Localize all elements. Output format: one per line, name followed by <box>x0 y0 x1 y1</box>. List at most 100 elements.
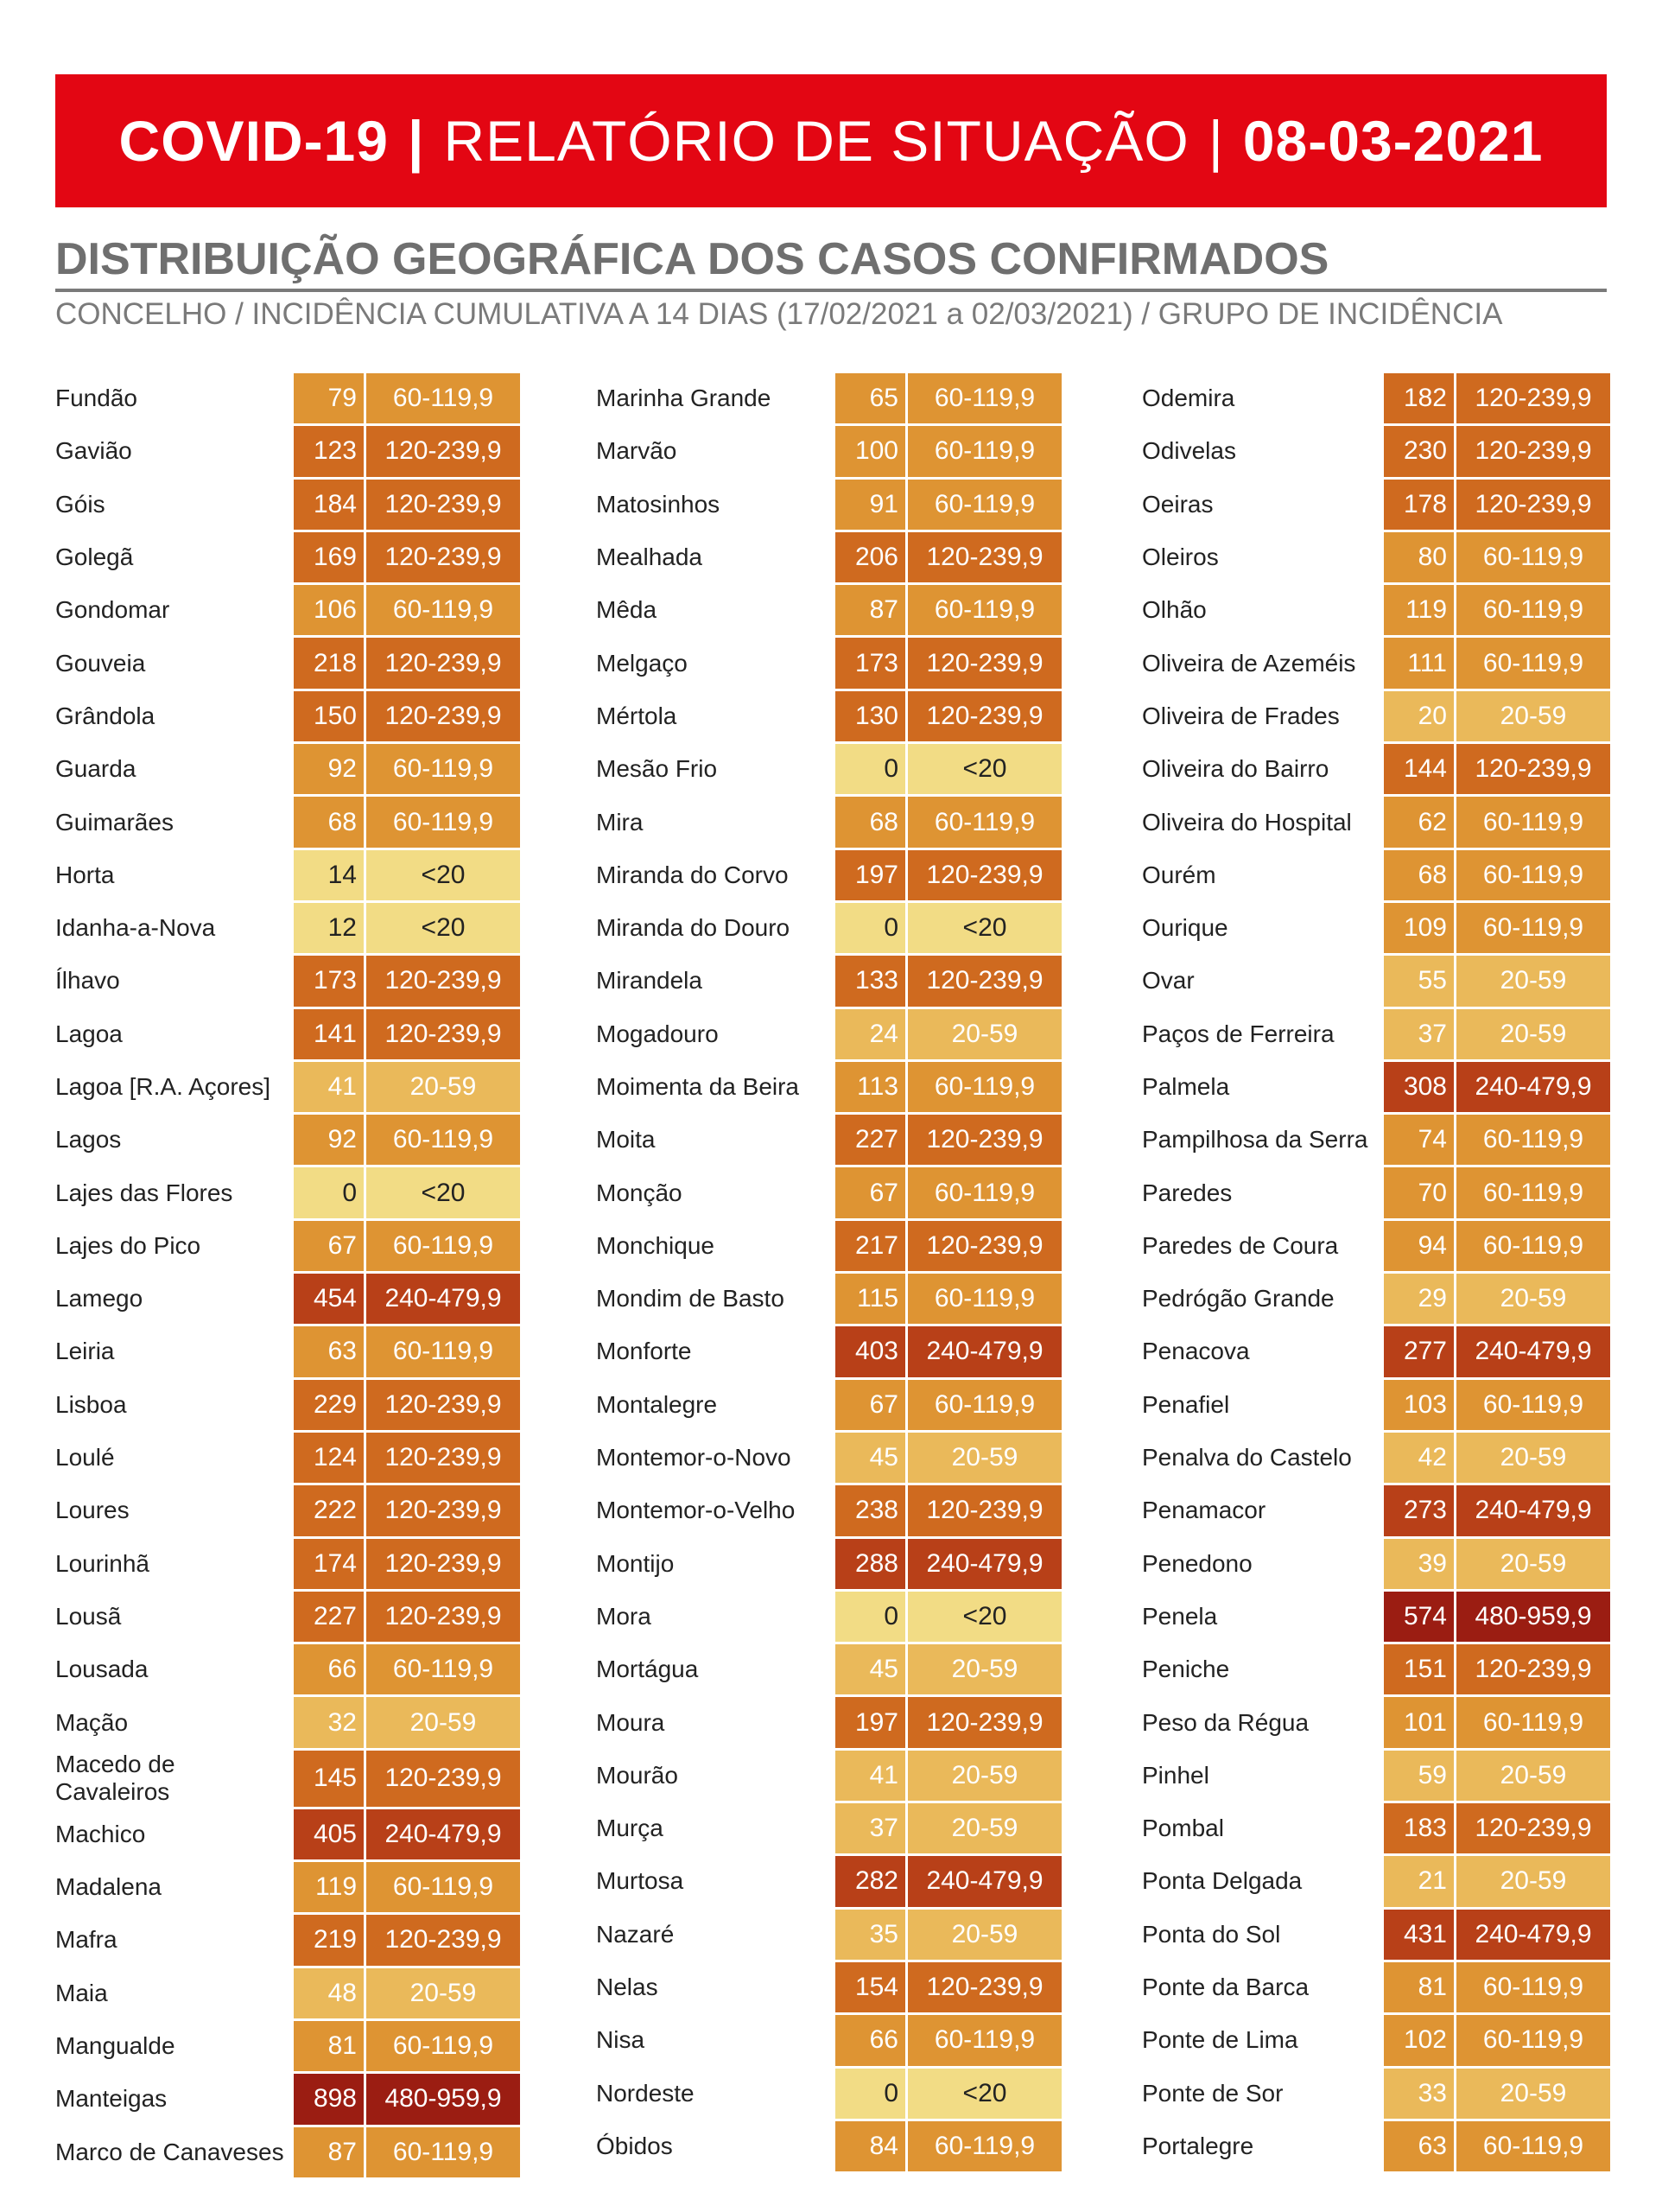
incidence-value: 115 <box>835 1274 908 1325</box>
municipality-name: Matosinhos <box>596 490 720 518</box>
incidence-value: 119 <box>1384 585 1456 636</box>
incidence-value: 124 <box>294 1432 366 1484</box>
incidence-group: 60-119,9 <box>908 2120 1062 2172</box>
municipality-name: Mêda <box>596 596 657 624</box>
table-row: Penalva do Castelo 42 20-59 <box>1142 1432 1610 1486</box>
municipality-name: Ourique <box>1142 914 1228 942</box>
incidence-value: 67 <box>294 1220 366 1272</box>
municipality-name: Machico <box>55 1820 146 1847</box>
incidence-value: 133 <box>835 956 908 1007</box>
incidence-group: 120-239,9 <box>366 479 520 530</box>
incidence-group: 20-59 <box>1456 2068 1610 2119</box>
table-row: Nelas 154 120-239,9 <box>596 1961 1062 2016</box>
table-row: Palmela 308 240-479,9 <box>1142 1061 1610 1116</box>
incidence-value: 182 <box>1384 373 1456 424</box>
municipality-name: Marco de Canaveses <box>55 2138 284 2165</box>
municipality-name: Ponta do Sol <box>1142 1920 1281 1948</box>
incidence-value: 145 <box>294 1750 366 1807</box>
table-row: Gondomar 106 60-119,9 <box>55 585 520 639</box>
incidence-value: 229 <box>294 1379 366 1430</box>
section-title: DISTRIBUIÇÃO GEOGRÁFICA DOS CASOS CONFIR… <box>55 234 1329 284</box>
incidence-group: 60-119,9 <box>1456 585 1610 636</box>
incidence-group: 120-239,9 <box>1456 479 1610 530</box>
report-banner: COVID-19 | RELATÓRIO DE SITUAÇÃO | 08-03… <box>55 74 1607 207</box>
incidence-group: 120-239,9 <box>366 690 520 742</box>
incidence-value: 102 <box>1384 2015 1456 2066</box>
incidence-group: 60-119,9 <box>1456 902 1610 954</box>
table-row: Miranda do Corvo 197 120-239,9 <box>596 849 1062 903</box>
incidence-group: 20-59 <box>1456 1538 1610 1589</box>
table-row: Marvão 100 60-119,9 <box>596 426 1062 480</box>
municipality-name: Murça <box>596 1815 663 1842</box>
table-row: Mourão 41 20-59 <box>596 1750 1062 1804</box>
incidence-value: 217 <box>835 1220 908 1272</box>
incidence-group: 60-119,9 <box>1456 1697 1610 1748</box>
incidence-group: 120-239,9 <box>1456 744 1610 795</box>
incidence-value: 12 <box>294 902 366 954</box>
table-row: Mondim de Basto 115 60-119,9 <box>596 1274 1062 1327</box>
table-row: Fundão 79 60-119,9 <box>55 373 520 427</box>
incidence-group: 240-479,9 <box>1456 1061 1610 1113</box>
table-row: Moura 197 120-239,9 <box>596 1697 1062 1751</box>
incidence-group: 120-239,9 <box>1456 373 1610 424</box>
table-row: Moita 227 120-239,9 <box>596 1115 1062 1168</box>
table-row: Murtosa 282 240-479,9 <box>596 1856 1062 1910</box>
municipality-name: Nelas <box>596 1974 658 2001</box>
municipality-name: Nordeste <box>596 2079 695 2107</box>
table-row: Gouveia 218 120-239,9 <box>55 638 520 691</box>
incidence-group: 60-119,9 <box>1456 1167 1610 1218</box>
table-row: Mogadouro 24 20-59 <box>596 1008 1062 1062</box>
incidence-group: 60-119,9 <box>1456 638 1610 689</box>
incidence-group: 60-119,9 <box>366 1326 520 1377</box>
incidence-group: 60-119,9 <box>366 1115 520 1166</box>
municipality-name: Mafra <box>55 1926 117 1954</box>
incidence-value: 144 <box>1384 744 1456 795</box>
table-row: Lagoa [R.A. Açores] 41 20-59 <box>55 1061 520 1116</box>
incidence-value: 33 <box>1384 2068 1456 2119</box>
table-row: Mação 32 20-59 <box>55 1697 520 1751</box>
table-row: Montemor-o-Velho 238 120-239,9 <box>596 1485 1062 1539</box>
table-row: Machico 405 240-479,9 <box>55 1808 520 1863</box>
incidence-group: <20 <box>366 902 520 954</box>
municipality-name: Paredes de Coura <box>1142 1231 1339 1259</box>
incidence-group: 20-59 <box>908 1008 1062 1059</box>
incidence-group: 120-239,9 <box>908 690 1062 742</box>
municipality-name: Moita <box>596 1126 656 1154</box>
incidence-group: 60-119,9 <box>908 2015 1062 2066</box>
municipality-name: Ourém <box>1142 861 1216 888</box>
municipality-name: Penafiel <box>1142 1390 1230 1418</box>
incidence-value: 92 <box>294 744 366 795</box>
table-row: Oleiros 80 60-119,9 <box>1142 531 1610 586</box>
incidence-group: 60-119,9 <box>908 585 1062 636</box>
incidence-group: 120-239,9 <box>1456 1803 1610 1854</box>
incidence-group: 60-119,9 <box>1456 2015 1610 2066</box>
municipality-name: Manteigas <box>55 2085 168 2113</box>
incidence-value: 277 <box>1384 1326 1456 1377</box>
incidence-value: 230 <box>1384 426 1456 477</box>
municipality-name: Fundão <box>55 385 137 412</box>
municipality-name: Grândola <box>55 702 155 729</box>
municipality-name: Penela <box>1142 1602 1218 1630</box>
table-row: Óbidos 84 60-119,9 <box>596 2120 1062 2175</box>
incidence-group: <20 <box>908 2068 1062 2119</box>
municipality-name: Pinhel <box>1142 1761 1209 1789</box>
banner-title-light: RELATÓRIO DE SITUAÇÃO <box>443 109 1189 173</box>
municipality-name: Montijo <box>596 1549 675 1577</box>
incidence-value: 29 <box>1384 1274 1456 1325</box>
table-row: Loures 222 120-239,9 <box>55 1485 520 1539</box>
incidence-value: 100 <box>835 426 908 477</box>
incidence-group: 240-479,9 <box>908 1326 1062 1377</box>
incidence-group: 120-239,9 <box>908 849 1062 900</box>
incidence-group: 20-59 <box>1456 1750 1610 1802</box>
incidence-value: 219 <box>294 1915 366 1966</box>
municipality-name: Oeiras <box>1142 490 1214 518</box>
incidence-group: 20-59 <box>908 1750 1062 1802</box>
incidence-group: 240-479,9 <box>366 1808 520 1860</box>
incidence-value: 111 <box>1384 638 1456 689</box>
incidence-group: 60-119,9 <box>366 797 520 848</box>
incidence-group: 60-119,9 <box>1456 1961 1610 2013</box>
incidence-value: 222 <box>294 1485 366 1536</box>
incidence-value: 37 <box>835 1803 908 1854</box>
municipality-name: Lousã <box>55 1602 122 1630</box>
municipality-name: Ponte de Sor <box>1142 2079 1284 2107</box>
